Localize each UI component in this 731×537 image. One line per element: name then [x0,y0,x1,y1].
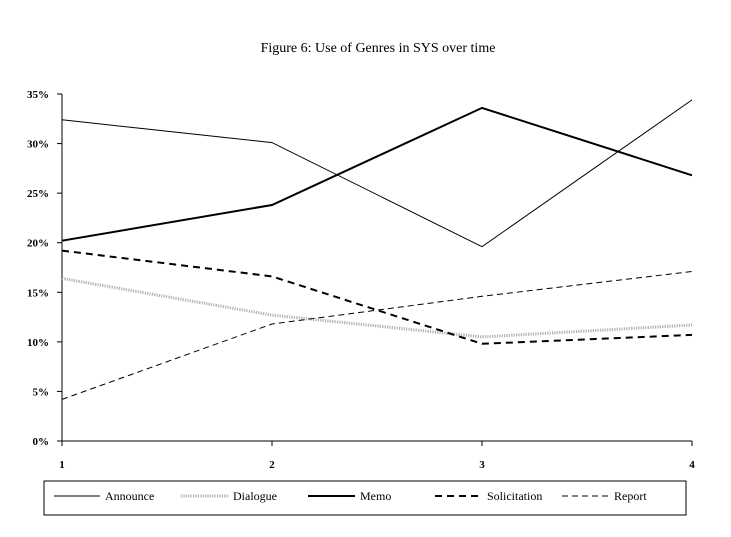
legend-item-announce: Announce [54,489,154,503]
series-lines [61,99,693,400]
x-tick-label: 2 [269,459,275,471]
chart-title: Figure 6: Use of Genres in SYS over time [261,41,496,56]
legend-item-memo: Memo [308,489,391,503]
axes: 0% 5% 10% 15% 20% 25% 30% 35% 1 2 3 4 [27,89,695,471]
x-tick-label: 1 [59,459,65,471]
x-tick-label: 4 [689,459,695,471]
series-line-announce [61,99,693,248]
y-tick-label: 30% [27,139,49,151]
y-tick-label: 5% [33,386,50,398]
legend-label: Memo [360,489,391,503]
y-tick-label: 15% [27,287,49,299]
x-tick-label: 3 [479,459,485,471]
y-tick-label: 20% [27,238,49,250]
series-line-report [61,271,693,400]
legend-label: Report [614,489,647,503]
series-line-memo [61,106,693,242]
legend-box [43,480,687,516]
legend-item-solicitation: Solicitation [435,489,542,503]
legend-item-dialogue: Dialogue [181,489,277,503]
y-tick-label: 10% [27,337,49,349]
y-tick-label: 25% [27,188,49,200]
legend-label: Solicitation [487,489,542,503]
legend-label: Announce [105,489,154,503]
y-tick-label: 0% [33,436,50,448]
legend: Announce Dialogue Memo Solicitation Report [43,480,687,516]
legend-item-report: Report [562,489,647,503]
series-line-dialogue [61,276,693,339]
y-tick-label: 35% [27,89,49,101]
legend-label: Dialogue [233,489,277,503]
